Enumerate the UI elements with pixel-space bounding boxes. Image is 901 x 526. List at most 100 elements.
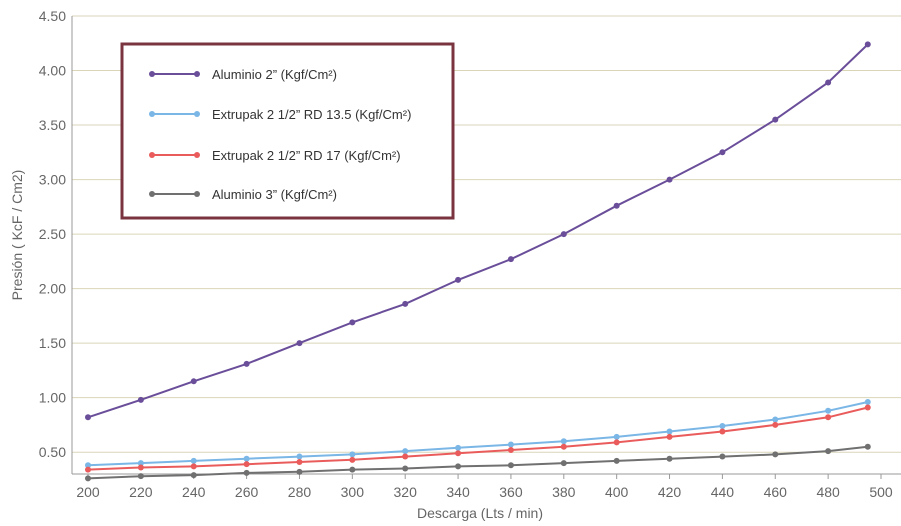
legend-swatch-dot [149, 111, 155, 117]
series-2 [85, 399, 871, 469]
data-point [560, 443, 567, 450]
legend-swatch-dot [194, 152, 200, 158]
data-point [864, 399, 871, 406]
legend-label: Extrupak 2 1/2” RD 13.5 (Kgf/Cm²) [212, 107, 411, 122]
legend: Aluminio 2” (Kgf/Cm²) Extrupak 2 1/2” RD … [120, 42, 455, 220]
data-point [772, 116, 779, 123]
y-axis-title: Presión ( KcF / Cm2) [9, 170, 25, 301]
data-point [666, 176, 673, 183]
data-point [190, 457, 197, 464]
legend-swatch-dot [149, 71, 155, 77]
data-point [864, 41, 871, 48]
data-point [613, 439, 620, 446]
y-tick-label: 2.00 [39, 281, 66, 297]
data-point [243, 360, 250, 367]
data-point [137, 464, 144, 471]
x-tick-label: 480 [816, 484, 840, 500]
legend-swatch-dot [149, 152, 155, 158]
x-tick-label: 360 [499, 484, 523, 500]
series-line [87, 401, 869, 467]
y-tick-label: 0.50 [39, 444, 66, 460]
data-point [402, 448, 409, 455]
data-point [666, 428, 673, 435]
data-point [719, 149, 726, 156]
data-point [825, 407, 832, 414]
x-tick-label: 340 [446, 484, 470, 500]
y-tick-labels: 0.50 1.00 1.50 2.00 2.50 3.00 3.50 4.00 4.50 [39, 8, 66, 460]
data-point [137, 396, 144, 403]
x-tick-label: 380 [552, 484, 576, 500]
y-tick-label: 4.00 [39, 63, 66, 79]
x-tick-label: 420 [658, 484, 682, 500]
data-point [402, 300, 409, 307]
data-point [507, 462, 514, 469]
data-point [864, 443, 871, 450]
series-line [87, 445, 868, 480]
data-point [825, 414, 832, 421]
data-point [455, 463, 462, 470]
data-point [85, 414, 91, 421]
legend-label: Extrupak 2 1/2” RD 17 (Kgf/Cm²) [212, 148, 401, 163]
data-point [455, 276, 462, 283]
data-point [772, 451, 779, 458]
data-point [772, 416, 779, 423]
data-point [349, 456, 356, 463]
y-tick-label: 1.00 [39, 390, 66, 406]
data-point [864, 404, 871, 411]
x-tick-label: 440 [711, 484, 735, 500]
data-point [85, 466, 91, 473]
data-point [349, 466, 356, 473]
y-tick-label: 3.00 [39, 172, 66, 188]
data-point [190, 463, 197, 470]
x-tick-label: 200 [76, 484, 100, 500]
y-tick-label: 4.50 [39, 8, 66, 24]
data-point [825, 79, 832, 86]
data-point [613, 202, 620, 209]
data-point [613, 457, 620, 464]
x-tick-label: 260 [235, 484, 259, 500]
data-point [243, 469, 250, 476]
x-tick-label: 300 [341, 484, 365, 500]
series-4 [85, 443, 871, 482]
data-point [190, 378, 197, 385]
data-point [772, 421, 779, 428]
series-1 [85, 41, 871, 421]
x-tick-label: 320 [394, 484, 418, 500]
data-point [85, 475, 91, 482]
legend-swatch-dot [194, 71, 200, 77]
data-point [666, 433, 673, 440]
data-point [296, 340, 303, 347]
data-point [560, 460, 567, 467]
data-point [455, 444, 462, 451]
data-point [402, 465, 409, 472]
y-tick-label: 2.50 [39, 226, 66, 242]
data-point [613, 433, 620, 440]
x-tick-labels: 200 220 240 260 280 300 320 340 360 380 400 420 440 4… [76, 474, 893, 500]
data-point [719, 453, 726, 460]
y-tick-label: 3.50 [39, 117, 66, 133]
data-point [719, 428, 726, 435]
data-point [507, 441, 514, 448]
data-point [402, 453, 409, 460]
data-point [190, 472, 197, 479]
x-tick-label: 240 [182, 484, 206, 500]
data-point [455, 450, 462, 457]
series-3 [85, 404, 871, 473]
data-point [349, 451, 356, 458]
data-point [296, 453, 303, 460]
x-tick-label: 280 [288, 484, 312, 500]
x-tick-label: 460 [764, 484, 788, 500]
y-tick-label: 1.50 [39, 335, 66, 351]
series-line [87, 43, 869, 419]
data-point [507, 447, 514, 454]
data-point [296, 459, 303, 466]
legend-items: Aluminio 2” (Kgf/Cm²) Extrupak 2 1/2” RD … [149, 67, 411, 202]
data-point [243, 461, 250, 468]
data-point [85, 462, 91, 469]
data-point [825, 448, 832, 455]
data-point [296, 468, 303, 475]
legend-label: Aluminio 3” (Kgf/Cm²) [212, 187, 337, 202]
x-axis-title: Descarga (Lts / min) [417, 505, 543, 521]
legend-label: Aluminio 2” (Kgf/Cm²) [212, 67, 337, 82]
